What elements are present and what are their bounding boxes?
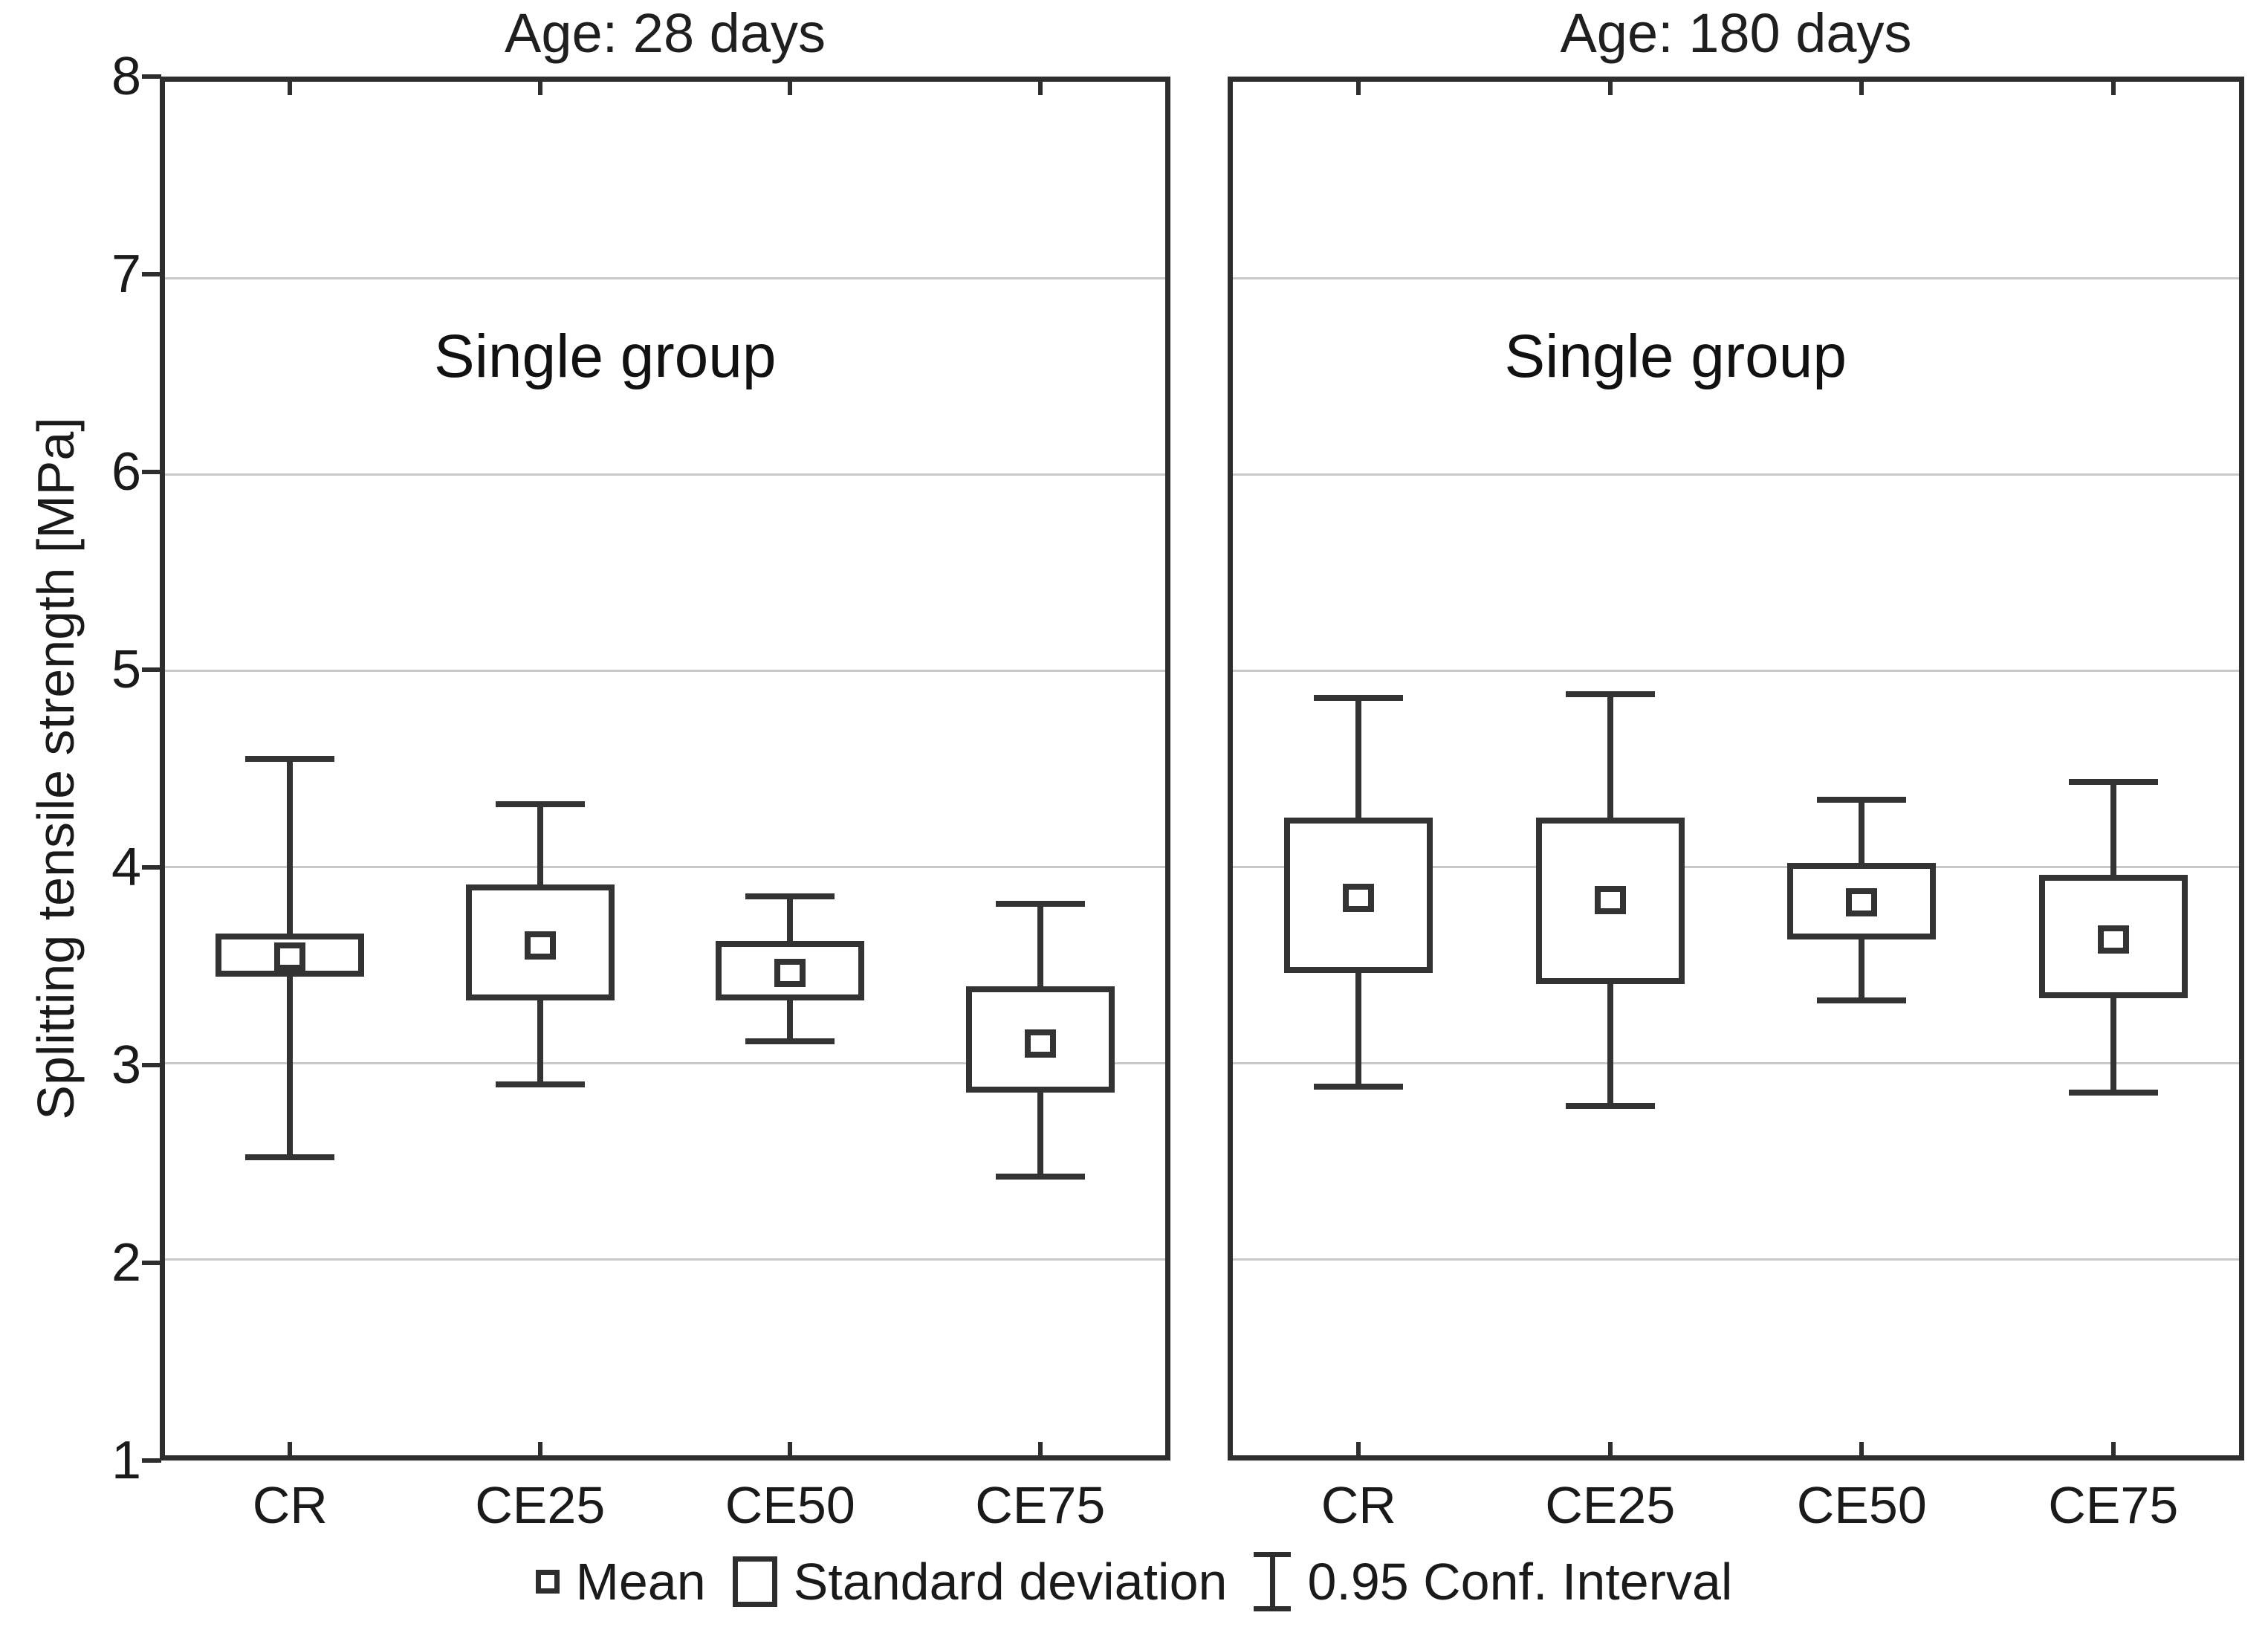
conf-interval-cap-bottom [1817,997,1907,1003]
gridline [1233,670,2239,672]
y-tick-mark [142,272,161,276]
x-tick-label: CE25 [1545,1476,1676,1534]
x-tick-label: CR [1321,1476,1396,1534]
conf-interval-cap-top [245,755,335,762]
category-tick-bottom [288,1442,293,1455]
std-deviation-box [716,941,865,1000]
gridline [1233,1258,2239,1261]
conf-interval-cap-bottom [2068,1089,2158,1096]
plot-area-28-days: Single group [160,77,1170,1461]
category-tick-bottom [2110,1442,2116,1455]
conf-interval-cap-bottom [495,1081,585,1088]
conf-interval-cap-bottom [995,1174,1085,1180]
category-tick-bottom [537,1442,542,1455]
y-axis-title: Splitting tensile strength [MPa] [27,417,85,1120]
category-tick-top [537,82,542,95]
panel-title-180-days: Age: 180 days [1560,2,1912,64]
y-tick-mark [142,667,161,672]
y-tick-label: 1 [111,1431,141,1490]
mean-marker [1024,1029,1056,1058]
y-tick-label: 7 [111,245,141,304]
x-tick-label: CE25 [475,1476,606,1534]
category-tick-top [1607,82,1613,95]
category-tick-top [1859,82,1864,95]
gridline [1233,866,2239,868]
conf-interval-cap-top [2068,779,2158,786]
x-tick-label: CE50 [1796,1476,1927,1534]
panel-title-28-days: Age: 28 days [505,2,826,64]
y-tick-mark [142,470,161,474]
y-tick-label: 3 [111,1035,141,1095]
gridline [165,866,1165,868]
conf-interval-cap-top [1817,797,1907,803]
y-tick-mark [142,1063,161,1067]
x-tick-label: CE75 [2048,1476,2179,1534]
gridline [165,277,1165,279]
category-tick-top [2110,82,2116,95]
category-tick-bottom [788,1442,793,1455]
gridline [165,670,1165,672]
category-tick-bottom [1859,1442,1864,1455]
gridline [1233,1062,2239,1064]
conf-interval-whisker-icon [1254,1552,1292,1611]
conf-interval-cap-top [1565,690,1655,697]
plot-area-180-days: Single group [1228,77,2244,1461]
mean-marker-icon [535,1570,560,1594]
y-tick-label: 4 [111,838,141,897]
y-tick-label: 2 [111,1233,141,1293]
mean-marker [274,942,306,971]
legend-label-mean: Mean [575,1553,706,1611]
annotation-single-group: Single group [1504,322,1847,390]
mean-marker [1343,884,1375,913]
legend-label-ci: 0.95 Conf. Interval [1307,1553,1733,1611]
category-tick-bottom [1037,1442,1043,1455]
category-tick-top [1356,82,1361,95]
mean-marker [774,958,806,987]
gridline [165,1062,1165,1064]
y-tick-mark [142,74,161,79]
gridline [165,1258,1165,1261]
conf-interval-cap-bottom [1565,1103,1655,1110]
gridline [1233,473,2239,476]
conf-interval-cap-top [495,800,585,807]
category-tick-top [288,82,293,95]
conf-interval-cap-top [995,901,1085,908]
conf-interval-cap-top [745,893,835,899]
x-tick-label: CR [252,1476,328,1534]
legend: Mean Standard deviation 0.95 Conf. Inter… [0,1544,2268,1619]
category-tick-bottom [1607,1442,1613,1455]
category-tick-bottom [1356,1442,1361,1455]
y-tick-label: 6 [111,442,141,502]
y-tick-label: 5 [111,640,141,699]
category-tick-top [1037,82,1043,95]
conf-interval-cap-bottom [1314,1083,1404,1090]
mean-marker [1846,887,1878,916]
legend-label-sd: Standard deviation [793,1553,1228,1611]
y-tick-mark [142,1458,161,1463]
x-tick-label: CE75 [975,1476,1106,1534]
std-deviation-box [965,986,1115,1093]
category-tick-top [788,82,793,95]
conf-interval-cap-top [1314,694,1404,701]
mean-marker [524,931,556,960]
mean-marker [1594,885,1626,914]
y-tick-mark [142,865,161,870]
y-tick-label: 8 [111,47,141,106]
std-deviation-box-icon [732,1556,777,1607]
mean-marker [2097,925,2129,954]
annotation-single-group: Single group [434,322,777,390]
gridline [165,473,1165,476]
conf-interval-cap-bottom [745,1038,835,1044]
gridline [1233,277,2239,279]
std-deviation-box [2038,874,2188,998]
conf-interval-cap-bottom [245,1154,335,1160]
x-tick-label: CE50 [725,1476,855,1534]
y-tick-mark [142,1261,161,1265]
